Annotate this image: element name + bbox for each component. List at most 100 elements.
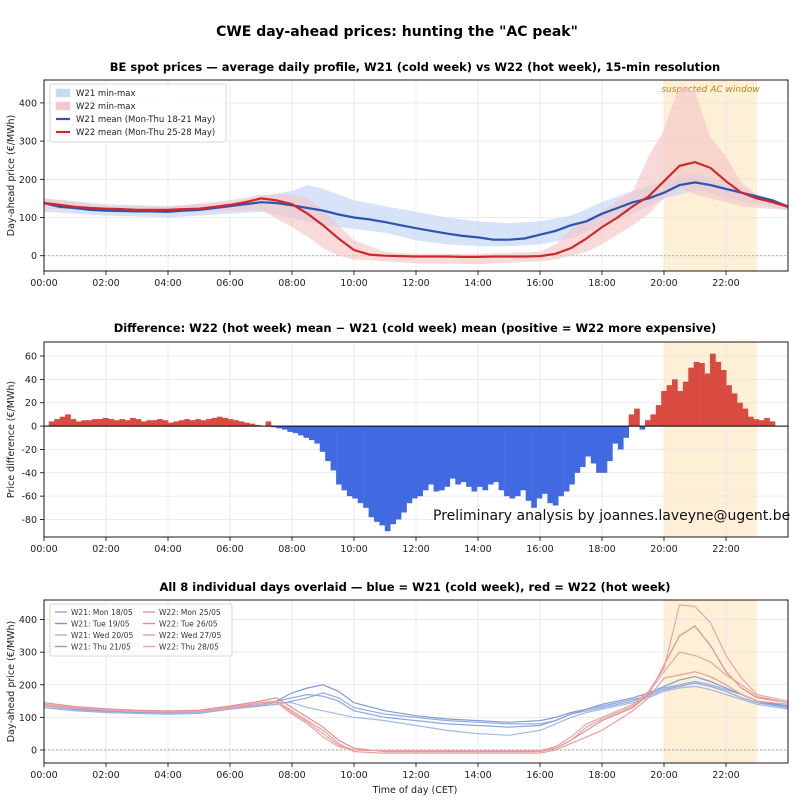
watermark-text: Preliminary analysis by joannes.laveyne@… — [433, 508, 790, 524]
diff-bar — [249, 423, 256, 426]
legend-label: W22: Mon 25/05 — [159, 608, 221, 617]
w21-mean-line — [43, 181, 789, 241]
diff-bar — [271, 426, 277, 428]
x-tick-label: 16:00 — [526, 770, 553, 781]
diff-bar — [699, 363, 705, 427]
x-axis-label: Time of day (CET) — [372, 785, 458, 796]
x-tick-label: 10:00 — [340, 544, 367, 555]
y-tick-label: 100 — [19, 213, 37, 224]
diff-bar — [547, 426, 554, 504]
diff-bar — [86, 420, 93, 426]
diff-bar — [666, 385, 673, 427]
x-tick-label: 04:00 — [154, 770, 181, 781]
x-tick-label: 10:00 — [340, 278, 367, 289]
x-tick-label: 22:00 — [712, 544, 739, 555]
diff-bar — [233, 420, 239, 426]
diff-bar — [612, 426, 619, 444]
diff-bar — [645, 420, 651, 426]
legend-label: W21: Mon 18/05 — [71, 608, 133, 617]
legend-box — [49, 603, 233, 657]
diff-bar — [634, 408, 640, 427]
diff-bar — [48, 421, 55, 427]
diff-bar — [173, 421, 180, 427]
diff-bar — [363, 426, 369, 508]
diff-bar — [206, 419, 212, 427]
diff-bar — [466, 426, 472, 487]
diff-bar — [352, 426, 358, 499]
diff-bar — [135, 419, 142, 427]
x-tick-label: 10:00 — [340, 770, 367, 781]
legend-label: W21: Tue 19/05 — [71, 620, 130, 629]
diff-bar — [715, 361, 722, 427]
y-axis-label: Price difference (€/MWh) — [6, 381, 17, 498]
diff-bar — [374, 426, 380, 522]
y-tick-label: 400 — [19, 98, 37, 109]
diff-bar — [487, 426, 494, 485]
diff-bar — [726, 385, 732, 427]
diff-bar — [552, 426, 559, 506]
diff-bar — [460, 426, 467, 483]
diff-bar — [677, 391, 684, 426]
diff-bar — [162, 420, 169, 426]
diff-bar — [309, 426, 315, 441]
diff-bar — [493, 426, 499, 483]
y-tick-label: 60 — [25, 352, 37, 363]
diff-bar — [254, 424, 261, 427]
diff-bar — [184, 419, 190, 427]
diff-bar — [211, 417, 218, 427]
diff-bar — [97, 419, 104, 427]
x-tick-label: 18:00 — [588, 278, 615, 289]
diff-bar — [769, 421, 776, 427]
x-tick-label: 08:00 — [278, 278, 305, 289]
diff-bar — [59, 416, 66, 426]
diff-bar — [75, 421, 82, 427]
legend: W21: Mon 18/05 W21: Tue 19/05 W21: Wed 20/… — [49, 603, 233, 657]
diff-bar — [514, 426, 521, 497]
x-tick-label: 00:00 — [30, 544, 57, 555]
diff-bar — [471, 426, 478, 492]
diff-bar — [243, 422, 250, 427]
diff-bar — [151, 420, 158, 426]
x-tick-label: 08:00 — [278, 544, 305, 555]
diff-bar — [590, 426, 597, 464]
diff-bar — [222, 417, 228, 427]
y-tick-label: 400 — [19, 615, 37, 626]
diff-bar — [455, 426, 461, 485]
diff-bar — [357, 426, 364, 504]
x-tick-label: 04:00 — [154, 278, 181, 289]
panel-profile-title: BE spot prices — average daily profile, … — [110, 60, 720, 74]
legend: W21 min-max W22 min-max W21 mean (Mon-Thu … — [49, 83, 227, 143]
diff-bar — [682, 381, 689, 427]
diff-bar — [124, 420, 131, 426]
diff-bar — [639, 426, 646, 430]
day-line — [43, 680, 789, 725]
diff-bar — [108, 419, 115, 427]
diff-bar — [298, 426, 304, 436]
diff-bar — [411, 426, 418, 499]
x-tick-label: 00:00 — [30, 278, 57, 289]
diff-bar — [146, 420, 153, 426]
diff-bar — [607, 426, 613, 462]
diff-bar — [330, 426, 337, 471]
y-tick-label: 40 — [25, 375, 37, 386]
diff-bar — [314, 426, 321, 444]
diff-bar — [753, 419, 759, 427]
diff-bar — [661, 391, 667, 426]
y-tick-label: 300 — [19, 137, 37, 148]
legend-label: W22 mean (Mon-Thu 25-28 May) — [76, 128, 215, 138]
y-tick-label: -60 — [21, 492, 37, 503]
diff-bar — [422, 426, 429, 491]
x-tick-label: 06:00 — [216, 544, 243, 555]
x-tick-label: 16:00 — [526, 544, 553, 555]
diff-bar — [119, 419, 125, 427]
panel-profile: BE spot prices — average daily profile, … — [6, 60, 789, 289]
diff-bar — [379, 426, 386, 526]
legend-label: W22: Tue 26/05 — [159, 620, 218, 629]
diff-bar — [265, 421, 272, 427]
y-axis-label: Day-ahead price (€/MWh) — [6, 621, 17, 743]
diff-bar — [569, 426, 575, 485]
diff-bar — [287, 426, 293, 432]
diff-bar — [449, 426, 456, 479]
y-tick-label: 200 — [19, 680, 37, 691]
diff-bar — [81, 420, 88, 426]
